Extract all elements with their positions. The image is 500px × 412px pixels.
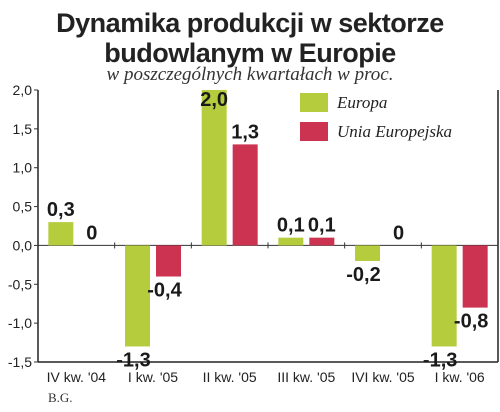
category-label: I kw. '05 [128,369,178,385]
bar-europa [201,90,227,246]
legend-swatch-unia [300,122,328,141]
bar-europa [125,245,150,347]
data-label-europa: 0,1 [277,215,305,237]
data-label-unia: -0,4 [147,280,182,302]
category-label: IV kw. '04 [47,369,107,385]
bar-europa [431,245,457,347]
y-tick-label: 1,0 [13,160,33,176]
y-tick-label: 2,0 [13,82,33,98]
data-label-europa: -1,3 [423,349,457,371]
bar-unia [309,237,335,246]
y-tick-label: -1,0 [8,315,32,331]
bar-unia [462,245,488,308]
data-label-unia: 1,3 [231,121,259,143]
category-label: II kw. '05 [203,369,257,385]
chart-title-line-1: Dynamika produkcji w sektorze [56,8,444,38]
data-label-europa: -1,3 [116,349,150,371]
y-tick-label: 1,5 [13,121,33,137]
y-tick-label: -0,5 [8,276,32,292]
data-label-unia: 0 [393,222,404,244]
y-tick-label: 0,0 [13,237,33,253]
data-label-europa: 2,0 [200,89,228,111]
data-label-unia: -0,8 [454,311,488,333]
y-tick-label: -1,5 [8,354,32,370]
data-label-europa: -0,2 [346,264,380,286]
chart-title-line-2: budowlanym w Europie [104,38,396,68]
y-tick-label: 0,5 [13,199,33,215]
bar-unia [232,144,258,246]
data-label-europa: 0,3 [47,199,75,221]
category-label: IVI kw. '05 [351,369,415,385]
bar-europa [278,237,304,246]
bar-europa [355,245,380,261]
data-label-unia: 0,1 [308,215,336,237]
category-label: III kw. '05 [277,369,335,385]
bar-unia [156,245,181,277]
legend: Europa Unia Europejska [300,93,452,141]
bar-europa [48,222,74,246]
legend-label-europa: Europa [336,93,387,112]
legend-label-unia: Unia Europejska [337,122,452,141]
source-note: B.G. [48,390,73,405]
legend-swatch-europa [300,93,328,112]
data-label-unia: 0 [86,222,97,244]
category-label: I kw. '06 [435,369,485,385]
chart-subtitle: w poszczególnych kwartałach w proc. [106,64,394,85]
